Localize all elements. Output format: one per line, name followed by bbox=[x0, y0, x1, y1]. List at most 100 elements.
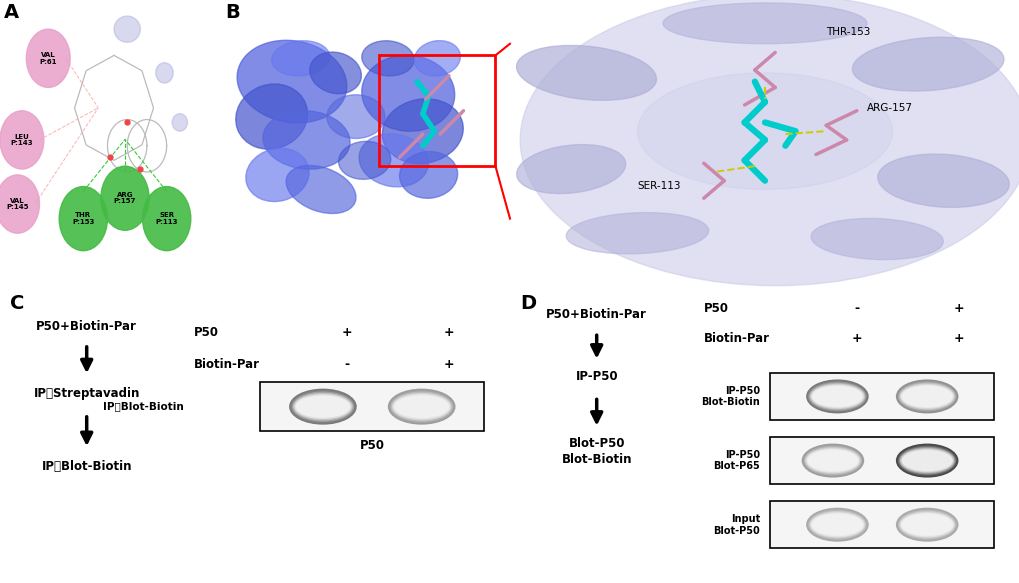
Ellipse shape bbox=[382, 99, 463, 164]
Text: P50+Biotin-Par: P50+Biotin-Par bbox=[37, 320, 137, 333]
Ellipse shape bbox=[392, 394, 450, 420]
Ellipse shape bbox=[289, 389, 356, 424]
Circle shape bbox=[0, 175, 40, 233]
Ellipse shape bbox=[810, 512, 863, 537]
Text: +: + bbox=[953, 303, 963, 315]
Ellipse shape bbox=[810, 219, 943, 259]
Ellipse shape bbox=[566, 213, 708, 254]
Ellipse shape bbox=[389, 391, 453, 423]
Text: P50: P50 bbox=[194, 326, 219, 339]
Text: IP-P50: IP-P50 bbox=[575, 370, 618, 382]
Ellipse shape bbox=[156, 63, 173, 83]
Text: IP：Blot-Biotin: IP：Blot-Biotin bbox=[42, 460, 131, 473]
Text: +: + bbox=[443, 358, 453, 371]
Ellipse shape bbox=[520, 0, 1019, 286]
Ellipse shape bbox=[326, 94, 384, 139]
Text: IP-P50
Blot-P65: IP-P50 Blot-P65 bbox=[712, 449, 759, 472]
Ellipse shape bbox=[662, 3, 866, 44]
Text: VAL
P:61: VAL P:61 bbox=[40, 52, 57, 65]
Ellipse shape bbox=[898, 511, 955, 539]
Ellipse shape bbox=[901, 514, 952, 536]
Text: SER
P:113: SER P:113 bbox=[155, 212, 177, 225]
Ellipse shape bbox=[893, 442, 960, 479]
Ellipse shape bbox=[810, 384, 863, 409]
Ellipse shape bbox=[338, 141, 390, 180]
Ellipse shape bbox=[246, 148, 309, 202]
Circle shape bbox=[26, 29, 70, 87]
Ellipse shape bbox=[900, 512, 953, 537]
Ellipse shape bbox=[802, 444, 863, 477]
Text: THR
P:153: THR P:153 bbox=[72, 212, 95, 225]
Ellipse shape bbox=[294, 395, 351, 419]
Ellipse shape bbox=[877, 154, 1008, 208]
Ellipse shape bbox=[852, 37, 1003, 91]
Ellipse shape bbox=[399, 152, 458, 198]
Ellipse shape bbox=[902, 387, 951, 406]
Ellipse shape bbox=[893, 507, 960, 543]
Text: LEU
P:143: LEU P:143 bbox=[10, 134, 34, 146]
Circle shape bbox=[0, 111, 44, 169]
Ellipse shape bbox=[807, 449, 858, 472]
Text: SER-113: SER-113 bbox=[637, 181, 681, 191]
Text: +: + bbox=[953, 332, 963, 345]
Ellipse shape bbox=[896, 444, 957, 477]
Ellipse shape bbox=[893, 378, 960, 415]
Text: IP：Blot-Biotin: IP：Blot-Biotin bbox=[103, 402, 183, 412]
Ellipse shape bbox=[901, 449, 952, 472]
Ellipse shape bbox=[808, 511, 865, 539]
Ellipse shape bbox=[896, 508, 957, 541]
Text: +: + bbox=[443, 326, 453, 339]
Ellipse shape bbox=[804, 447, 861, 475]
Ellipse shape bbox=[897, 510, 956, 540]
Text: ARG
P:157: ARG P:157 bbox=[114, 192, 137, 205]
Ellipse shape bbox=[803, 507, 870, 543]
Text: Biotin-Par: Biotin-Par bbox=[194, 358, 260, 371]
Ellipse shape bbox=[901, 385, 952, 408]
Ellipse shape bbox=[391, 392, 451, 421]
Ellipse shape bbox=[803, 445, 862, 476]
Text: B: B bbox=[225, 3, 239, 22]
Text: THR-153: THR-153 bbox=[825, 27, 870, 37]
Ellipse shape bbox=[897, 445, 956, 476]
Ellipse shape bbox=[900, 384, 953, 409]
Text: +: + bbox=[851, 332, 861, 345]
Ellipse shape bbox=[805, 448, 860, 473]
Ellipse shape bbox=[362, 41, 414, 76]
Bar bbox=[769, 373, 994, 420]
Ellipse shape bbox=[393, 395, 449, 419]
Ellipse shape bbox=[114, 16, 141, 42]
Ellipse shape bbox=[394, 396, 447, 417]
Ellipse shape bbox=[310, 52, 361, 94]
Text: Biotin-Par: Biotin-Par bbox=[703, 332, 769, 345]
Ellipse shape bbox=[516, 45, 656, 100]
Text: A: A bbox=[4, 3, 19, 22]
Bar bbox=[769, 501, 994, 548]
Ellipse shape bbox=[385, 388, 458, 426]
Text: C: C bbox=[10, 294, 24, 314]
Ellipse shape bbox=[807, 381, 866, 412]
Text: ARG-157: ARG-157 bbox=[866, 103, 912, 113]
Text: D: D bbox=[520, 294, 536, 314]
Circle shape bbox=[101, 166, 149, 230]
Ellipse shape bbox=[172, 114, 187, 131]
Text: Blot-P50
Blot-Biotin: Blot-P50 Blot-Biotin bbox=[560, 437, 632, 466]
Text: -: - bbox=[853, 303, 859, 315]
Ellipse shape bbox=[637, 73, 892, 189]
Text: P50: P50 bbox=[360, 439, 384, 452]
Ellipse shape bbox=[517, 145, 625, 194]
Circle shape bbox=[59, 187, 107, 251]
Ellipse shape bbox=[388, 389, 454, 424]
Ellipse shape bbox=[293, 394, 352, 420]
Bar bbox=[769, 437, 994, 484]
Text: IP-P50
Blot-Biotin: IP-P50 Blot-Biotin bbox=[700, 385, 759, 408]
Ellipse shape bbox=[808, 382, 865, 410]
Circle shape bbox=[143, 187, 191, 251]
Ellipse shape bbox=[803, 378, 870, 415]
Ellipse shape bbox=[812, 387, 861, 406]
Ellipse shape bbox=[898, 382, 955, 410]
Ellipse shape bbox=[897, 381, 956, 412]
Bar bbox=[260, 382, 484, 431]
Text: +: + bbox=[341, 326, 352, 339]
Ellipse shape bbox=[896, 380, 957, 413]
Ellipse shape bbox=[806, 508, 867, 541]
